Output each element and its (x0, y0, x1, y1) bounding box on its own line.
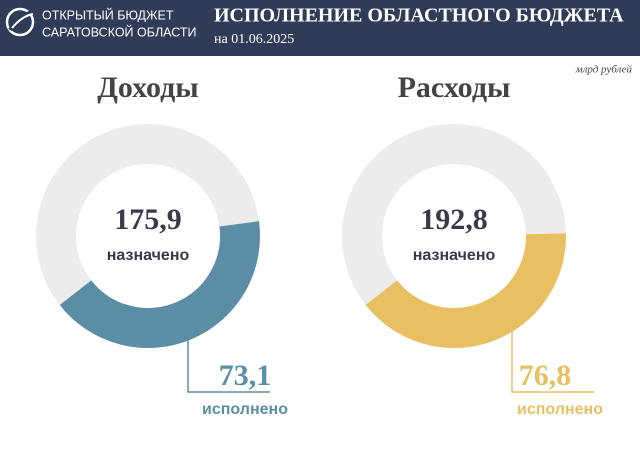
logo-text: ОТКРЫТЫЙ БЮДЖЕТ (42, 7, 174, 22)
total-value: 192,8 (420, 203, 488, 236)
leader-line (187, 326, 270, 393)
value-caption: исполнено (517, 401, 603, 418)
donut-title: Расходы (398, 71, 511, 104)
header-bar (0, 0, 640, 56)
donut-arc (365, 233, 566, 348)
header-title: ИСПОЛНЕНИЕ ОБЛАСТНОГО БЮДЖЕТА (214, 5, 624, 27)
donut-title: Доходы (97, 71, 198, 104)
donut-arc (59, 221, 260, 348)
leader-line (511, 326, 594, 393)
logo-text: САРАТОВСКОЙ ОБЛАСТИ (42, 24, 196, 39)
total-caption: назначено (107, 247, 190, 264)
value-label: 73,1 (219, 359, 272, 392)
value-label: 76,8 (519, 359, 572, 392)
value-caption: исполнено (202, 401, 288, 418)
header-subtitle: на 01.06.2025 (214, 32, 294, 47)
logo-icon (5, 7, 35, 37)
unit-label: млрд рублей (575, 64, 633, 76)
total-value: 175,9 (114, 203, 182, 236)
total-caption: назначено (413, 247, 496, 264)
